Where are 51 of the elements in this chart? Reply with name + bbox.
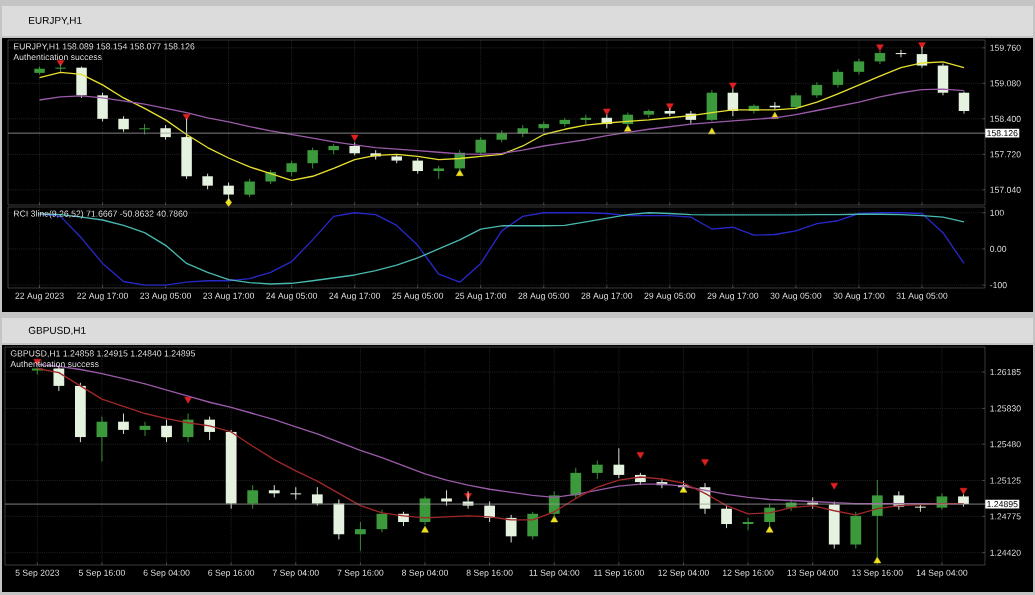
x-tick-label: 29 Aug 05:00 [644, 292, 696, 301]
ref-line-label: 158.126 [987, 130, 1018, 137]
x-tick-label: 8 Sep 04:00 [402, 569, 449, 578]
x-tick-label: 13 Sep 16:00 [852, 569, 903, 578]
chart-subtitle: EURJPY,H1 158.089 158.154 158.077 158.126 [14, 43, 195, 51]
x-tick-label: 12 Sep 04:00 [658, 569, 709, 578]
x-tick-label: 23 Aug 05:00 [140, 292, 192, 301]
x-tick-label: 5 Sep 2023 [15, 569, 60, 578]
x-tick-label: 25 Aug 17:00 [455, 292, 507, 301]
y-tick-label: 157.720 [990, 151, 1021, 158]
y-tick-label: 1.25830 [990, 405, 1021, 412]
x-tick-label: 28 Aug 17:00 [581, 292, 633, 301]
y-tick-label: 0.00 [990, 245, 1007, 252]
x-tick-label: 14 Sep 04:00 [916, 569, 968, 578]
x-tick-label: 5 Sep 16:00 [78, 569, 125, 578]
y-tick-label: 159.760 [990, 44, 1021, 51]
x-tick-label: 31 Aug 05:00 [896, 292, 948, 301]
x-tick-label: 22 Aug 2023 [15, 292, 64, 301]
y-tick-label: 1.24775 [990, 513, 1021, 520]
chart-title: EURJPY,H1 [29, 16, 82, 26]
y-tick-label: -100 [990, 282, 1007, 289]
x-tick-label: 11 Sep 16:00 [594, 569, 644, 578]
x-tick-label: 30 Aug 17:00 [833, 292, 885, 301]
y-tick-label: 159.080 [990, 80, 1021, 87]
x-tick-label: 25 Aug 05:00 [392, 292, 444, 301]
x-tick-label: 6 Sep 04:00 [143, 569, 190, 578]
x-tick-label: 8 Sep 16:00 [466, 569, 513, 578]
y-tick-label: 1.25480 [990, 441, 1021, 448]
x-tick-label: 12 Sep 16:00 [722, 569, 774, 578]
y-tick-label: 1.24420 [990, 549, 1021, 556]
chart-title: GBPUSD,H1 [28, 326, 86, 336]
x-tick-label: 24 Aug 17:00 [329, 292, 381, 301]
y-tick-label: 1.25125 [990, 477, 1021, 484]
x-tick-label: 29 Aug 17:00 [707, 292, 759, 301]
x-tick-label: 7 Sep 16:00 [337, 569, 384, 578]
x-tick-label: 23 Aug 17:00 [203, 292, 255, 301]
x-tick-label: 11 Sep 04:00 [529, 569, 580, 578]
ref-line-label: 1.24895 [987, 501, 1018, 508]
x-tick-label: 24 Aug 05:00 [266, 292, 318, 301]
y-tick-label: 158.400 [990, 115, 1021, 122]
x-tick-label: 6 Sep 16:00 [208, 569, 255, 578]
annotation: Authentication success [13, 53, 102, 61]
chart-subtitle: GBPUSD,H1 1.24858 1.24915 1.24840 1.24895 [10, 350, 195, 358]
x-tick-label: 30 Aug 05:00 [770, 292, 822, 301]
y-tick-label: 100 [990, 209, 1004, 216]
x-tick-label: 28 Aug 05:00 [518, 292, 570, 301]
y-tick-label: 1.26185 [990, 369, 1021, 376]
x-tick-label: 7 Sep 04:00 [272, 569, 319, 578]
y-tick-label: 157.040 [990, 186, 1021, 193]
x-tick-label: 13 Sep 04:00 [787, 569, 839, 578]
x-tick-label: 22 Aug 17:00 [77, 292, 128, 301]
